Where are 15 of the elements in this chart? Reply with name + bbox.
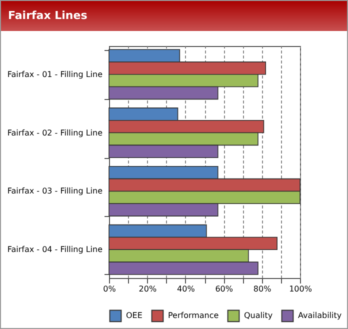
x-tick-label: 80% bbox=[253, 284, 272, 294]
legend-label: Quality bbox=[244, 310, 273, 320]
y-tick-label: Fairfax - 03 - Filling Line bbox=[7, 186, 103, 196]
x-tick-label: 20% bbox=[138, 284, 157, 294]
legend-label: OEE bbox=[126, 310, 142, 320]
x-tick-label: 0% bbox=[103, 284, 116, 294]
x-tick-label: 60% bbox=[215, 284, 234, 294]
legend-label: Performance bbox=[168, 310, 219, 320]
x-tick-label: 40% bbox=[177, 284, 196, 294]
x-tick-label: 100% bbox=[289, 284, 312, 294]
y-tick-label: Fairfax - 01 - Filling Line bbox=[7, 70, 103, 79]
chart-title: Fairfax Lines bbox=[1, 1, 347, 31]
legend-label: Availability bbox=[298, 310, 342, 320]
y-tick-label: Fairfax - 02 - Filling Line bbox=[7, 128, 103, 138]
y-tick-label: Fairfax - 04 - Filling Line bbox=[7, 245, 103, 254]
